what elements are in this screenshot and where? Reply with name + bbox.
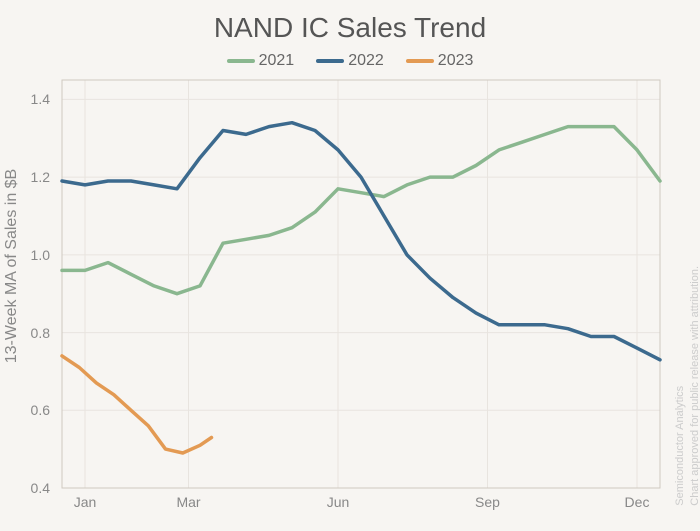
y-tick-label: 0.8 [10,325,50,341]
x-tick-label: Dec [625,494,650,510]
y-tick-label: 1.0 [10,247,50,263]
x-tick-label: Jan [74,494,97,510]
watermark-line-1: Semiconductor Analytics [674,266,688,506]
y-tick-label: 0.4 [10,480,50,496]
x-tick-label: Jun [327,494,350,510]
watermark-line-2: Chart approved for public release with a… [689,266,700,506]
chart-container: NAND IC Sales Trend 2021 2022 2023 13-We… [0,0,700,531]
x-tick-label: Sep [475,494,500,510]
series-2023 [62,356,212,453]
y-tick-label: 1.4 [10,91,50,107]
x-tick-label: Mar [176,494,200,510]
series-2021 [62,127,660,294]
y-tick-label: 0.6 [10,402,50,418]
plot-svg [0,0,700,531]
line-series [62,123,660,453]
series-2022 [62,123,660,360]
watermark: Semiconductor Analytics Chart approved f… [673,266,700,506]
y-tick-label: 1.2 [10,169,50,185]
